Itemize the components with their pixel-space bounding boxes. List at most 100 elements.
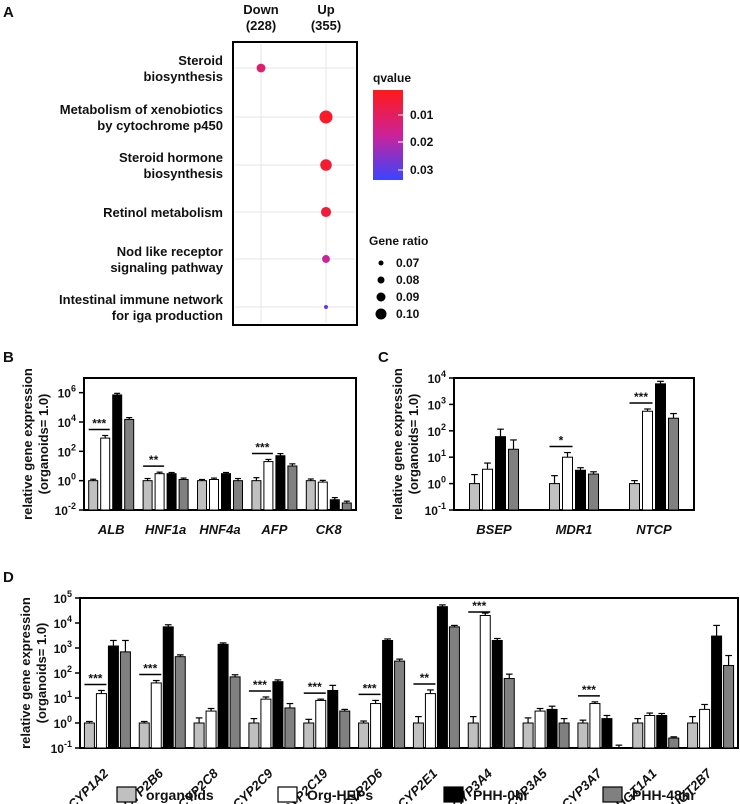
bar-phh-0hr bbox=[382, 639, 394, 749]
bar-phh-48hr bbox=[119, 651, 131, 749]
bar-organoids bbox=[142, 480, 153, 511]
dot-point bbox=[324, 305, 328, 309]
term-label: by cytochrome p450 bbox=[97, 118, 223, 133]
legend-swatch bbox=[277, 786, 298, 803]
y-tick-label: 100 bbox=[54, 714, 72, 731]
bar-org-heps bbox=[150, 682, 162, 749]
dot-point bbox=[320, 159, 332, 171]
significance-label: *** bbox=[143, 662, 157, 676]
term-label: biosynthesis bbox=[144, 166, 223, 181]
significance-label: *** bbox=[253, 678, 267, 692]
bar-phh-48hr bbox=[124, 418, 135, 511]
y-tick-label: 10-1 bbox=[51, 739, 72, 756]
size-legend-label: 0.09 bbox=[396, 290, 420, 304]
term-label: Nod like receptor bbox=[117, 244, 223, 259]
significance-label: ** bbox=[420, 671, 430, 685]
bar-phh-0hr bbox=[329, 499, 340, 511]
dot-point bbox=[319, 110, 333, 124]
y-axis-label: (organoids= 1.0) bbox=[406, 394, 421, 495]
size-legend-dot bbox=[378, 260, 384, 266]
bar-phh-0hr bbox=[546, 708, 558, 749]
bar-organoids bbox=[467, 722, 479, 749]
term-label: Metabolism of xenobiotics bbox=[60, 102, 223, 117]
bar-org-heps bbox=[260, 698, 272, 749]
y-tick-label: 104 bbox=[58, 413, 76, 430]
bar-phh-48hr bbox=[394, 660, 406, 749]
bar-phh-48hr bbox=[341, 502, 352, 511]
y-axis-label: relative gene expression bbox=[390, 368, 405, 520]
bar-org-heps bbox=[209, 479, 219, 511]
y-axis-label: (organoids= 1.0) bbox=[36, 394, 51, 495]
bar-org-heps bbox=[699, 708, 711, 749]
bar-organoids bbox=[303, 722, 315, 749]
y-tick-label: 102 bbox=[58, 442, 76, 459]
category-label: CYP2C9 bbox=[229, 765, 276, 804]
bar-org-heps bbox=[370, 703, 382, 749]
bar-organoids bbox=[305, 480, 316, 511]
bar-phh-0hr bbox=[711, 635, 723, 749]
size-legend-label: 0.07 bbox=[396, 256, 420, 270]
y-tick-label: 101 bbox=[54, 689, 72, 706]
panel-c-barchart: 10-1 100 101 102 103 104 relative gene express… bbox=[390, 368, 695, 537]
bar-phh-48hr bbox=[448, 626, 460, 749]
significance-label: *** bbox=[88, 671, 102, 685]
plot-frame bbox=[453, 377, 695, 511]
colorbar-tick-label: 0.03 bbox=[410, 163, 434, 177]
y-tick-label: 10-2 bbox=[55, 501, 76, 518]
significance-label: *** bbox=[472, 599, 486, 613]
term-label: signaling pathway bbox=[110, 260, 223, 275]
bar-phh-0hr bbox=[495, 436, 506, 511]
legend-swatch bbox=[602, 786, 623, 803]
bar-phh-0hr bbox=[655, 383, 666, 511]
bar-organoids bbox=[251, 480, 262, 511]
bar-org-heps bbox=[482, 468, 493, 511]
bar-organoids bbox=[88, 480, 99, 511]
significance-label: *** bbox=[582, 683, 596, 697]
term-label: biosynthesis bbox=[144, 69, 223, 84]
bar-org-heps bbox=[644, 714, 656, 749]
dot-point bbox=[322, 255, 330, 263]
column-header: (228) bbox=[246, 18, 276, 33]
y-tick-label: 102 bbox=[428, 422, 446, 439]
bar-phh-48hr bbox=[174, 656, 186, 749]
bar-phh-0hr bbox=[436, 606, 448, 749]
bar-org-heps bbox=[154, 473, 165, 511]
significance-label: *** bbox=[308, 680, 322, 694]
size-legend-dot bbox=[376, 292, 386, 302]
significance-label: ** bbox=[149, 453, 159, 467]
bar-phh-48hr bbox=[287, 465, 298, 511]
bar-organoids bbox=[197, 480, 207, 511]
y-tick-label: 106 bbox=[58, 384, 76, 401]
bar-phh-48hr bbox=[503, 678, 515, 749]
term-label: Steroid bbox=[178, 53, 223, 68]
bar-organoids bbox=[248, 722, 260, 749]
column-header: Down bbox=[243, 2, 278, 17]
category-label: BSEP bbox=[476, 522, 512, 537]
bar-organoids bbox=[629, 483, 640, 511]
y-tick-label: 103 bbox=[428, 395, 446, 412]
category-label: CYP2E1 bbox=[394, 766, 440, 804]
bar-org-heps bbox=[315, 699, 327, 749]
bar-phh-48hr bbox=[229, 676, 241, 749]
qvalue-colorbar bbox=[373, 90, 403, 180]
legend-label: PHH-48hr bbox=[632, 787, 696, 803]
term-label: Retinol metabolism bbox=[103, 205, 223, 220]
category-label: HNF4a bbox=[199, 522, 240, 537]
bar-org-heps bbox=[534, 710, 546, 749]
gene-ratio-legend-title: Gene ratio bbox=[369, 234, 428, 248]
significance-label: *** bbox=[92, 417, 106, 431]
bar-org-heps bbox=[205, 710, 217, 749]
bar-phh-0hr bbox=[166, 473, 177, 511]
bar-phh-0hr bbox=[221, 473, 231, 511]
legend-label: PHH-0hr bbox=[473, 787, 530, 803]
bar-organoids bbox=[632, 722, 644, 749]
significance-label: *** bbox=[634, 390, 648, 404]
bar-org-heps bbox=[642, 410, 653, 511]
bar-organoids bbox=[358, 722, 370, 749]
bar-phh-0hr bbox=[491, 639, 503, 749]
bar-phh-0hr bbox=[217, 643, 229, 749]
y-tick-label: 100 bbox=[58, 472, 76, 489]
y-tick-label: 103 bbox=[54, 639, 72, 656]
qvalue-legend-title: qvalue bbox=[373, 71, 411, 85]
